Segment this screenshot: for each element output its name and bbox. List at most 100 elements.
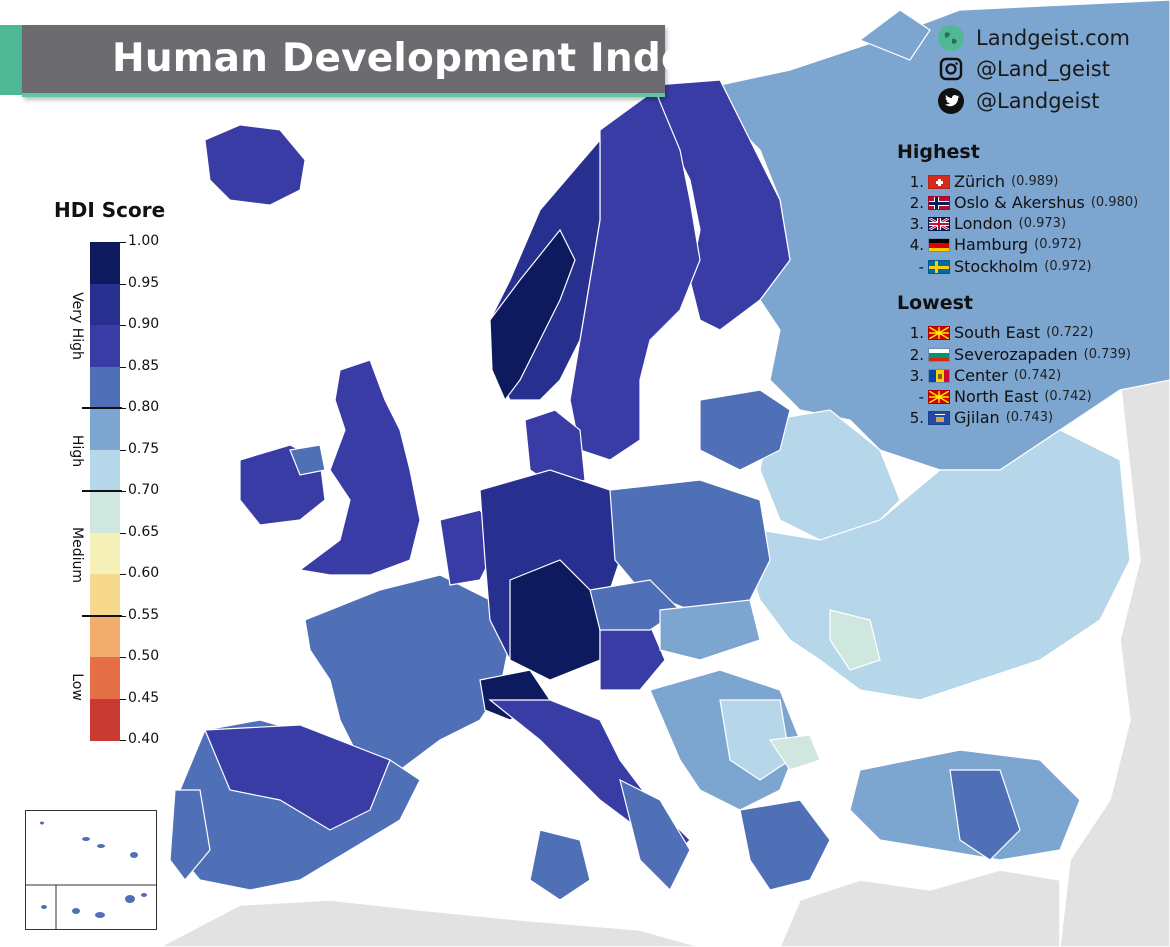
instagram-icon: [938, 56, 964, 82]
brand-instagram[interactable]: @Land_geist: [938, 54, 1110, 84]
title-accent-bar: [0, 25, 22, 95]
highest-item: 1. Zürich (0.989): [900, 171, 1059, 192]
western-central-europe: [304, 389, 791, 771]
region-value: (0.739): [1083, 347, 1132, 362]
islands-inset-frame: [25, 810, 157, 930]
rank-number: 1.: [909, 172, 924, 191]
rank-number: 3.: [909, 366, 924, 385]
legend-swatch: [90, 532, 120, 575]
legend-class-label: Medium: [69, 527, 85, 583]
legend-tick-label: 0.50: [128, 648, 160, 664]
legend-class-divider: [82, 614, 122, 617]
british-isles: [239, 359, 421, 576]
region-name: Hamburg: [954, 235, 1029, 254]
legend-tick-label: 0.70: [128, 482, 160, 498]
eastern-europe-light: [749, 409, 1131, 701]
north-macedonia-flag-icon: [928, 325, 950, 340]
lowest-heading: Lowest: [897, 292, 973, 314]
region-name: Center: [954, 366, 1008, 385]
united-kingdom-flag-icon: [928, 216, 950, 231]
legend-swatch: [90, 657, 120, 699]
region-value: (0.972): [1034, 237, 1082, 252]
switzerland-flag-icon: [928, 174, 950, 189]
legend-tick: [120, 740, 126, 741]
brand-website-text: Landgeist.com: [976, 26, 1130, 50]
north-macedonia-flag-icon: [928, 389, 950, 404]
brand-instagram-text: @Land_geist: [976, 57, 1110, 81]
legend-swatch: [90, 449, 120, 492]
region-value: (0.742): [1013, 368, 1062, 383]
brand-twitter[interactable]: @Landgeist: [938, 86, 1099, 116]
legend-tick: [120, 408, 126, 409]
legend-tick: [120, 283, 126, 285]
legend-tick: [120, 491, 126, 492]
highest-item: 3. London (0.973): [900, 213, 1066, 234]
region-value: (0.989): [1011, 174, 1059, 189]
lowest-item: 2. Severozapaden (0.739): [900, 344, 1131, 365]
region-value: (0.743): [1005, 410, 1054, 425]
legend-tick: [120, 449, 126, 451]
legend-tick: [120, 366, 126, 368]
region-name: North East: [954, 387, 1039, 406]
title-banner: Human Development Index: [0, 25, 713, 97]
legend-swatch: [90, 366, 120, 409]
rank-number: 2.: [909, 193, 924, 212]
rank-number: 4.: [909, 235, 924, 254]
region-name: London: [954, 214, 1013, 233]
legend-swatch: [90, 698, 120, 741]
rank-number: -: [918, 257, 924, 276]
highest-item: - Stockholm (0.972): [900, 256, 1092, 277]
legend-title: HDI Score: [54, 198, 166, 222]
legend-tick-label: 0.60: [128, 565, 160, 581]
legend-class-divider: [82, 407, 122, 409]
legend-swatch: [90, 408, 120, 450]
brand-website[interactable]: Landgeist.com: [938, 23, 1130, 53]
region-name: Gjilan: [954, 408, 1000, 427]
brand-twitter-text: @Landgeist: [976, 89, 1100, 113]
legend-class-label: Very High: [69, 292, 85, 360]
legend-tick: [120, 532, 126, 534]
sweden-flag-icon: [928, 259, 950, 274]
legend-tick-label: 0.45: [128, 689, 160, 706]
lowest-item: 1. South East (0.722): [900, 322, 1094, 343]
iceland: [204, 124, 306, 206]
legend-class-label: Low: [69, 673, 85, 701]
legend-tick: [120, 615, 126, 617]
highest-item: 2. Oslo & Akershus (0.980): [900, 192, 1139, 213]
rank-number: -: [918, 387, 924, 406]
lowest-item: - North East (0.742): [900, 386, 1092, 407]
highest-item: 4. Hamburg (0.972): [900, 234, 1082, 255]
islands-inset: [26, 821, 156, 929]
southern-europe: [169, 669, 1081, 901]
legend-tick-label: 0.95: [128, 274, 160, 291]
legend-tick-label: 0.80: [128, 399, 160, 415]
legend-tick: [120, 657, 126, 658]
legend-class-divider: [82, 490, 122, 492]
region-name: Severozapaden: [954, 345, 1078, 364]
legend-tick: [120, 242, 126, 243]
globe-icon: [938, 25, 964, 51]
moldova-flag-icon: [928, 368, 950, 383]
legend-tick: [120, 574, 126, 575]
norway-flag-icon: [928, 195, 950, 210]
region-value: (0.742): [1044, 389, 1092, 404]
legend-tick-label: 0.90: [128, 316, 160, 332]
region-value: (0.973): [1018, 216, 1067, 231]
legend-swatch: [90, 242, 120, 284]
legend-swatch: [90, 574, 120, 616]
region-value: (0.972): [1044, 259, 1092, 274]
rank-number: 2.: [909, 345, 924, 364]
twitter-icon: [938, 88, 964, 114]
legend-tick-label: 0.75: [128, 440, 160, 457]
rank-number: 1.: [909, 323, 924, 342]
title-box: Human Development Index: [22, 25, 713, 97]
region-name: Zürich: [954, 172, 1006, 191]
highest-heading: Highest: [897, 141, 980, 163]
legend-swatch: [90, 491, 120, 533]
legend-tick-label: 0.85: [128, 357, 160, 374]
legend-tick-label: 0.55: [128, 606, 160, 623]
region-value: (0.980): [1090, 195, 1139, 210]
legend-swatch: [90, 283, 120, 326]
legend-swatch: [90, 325, 120, 367]
legend-tick-label: 0.65: [128, 523, 160, 540]
